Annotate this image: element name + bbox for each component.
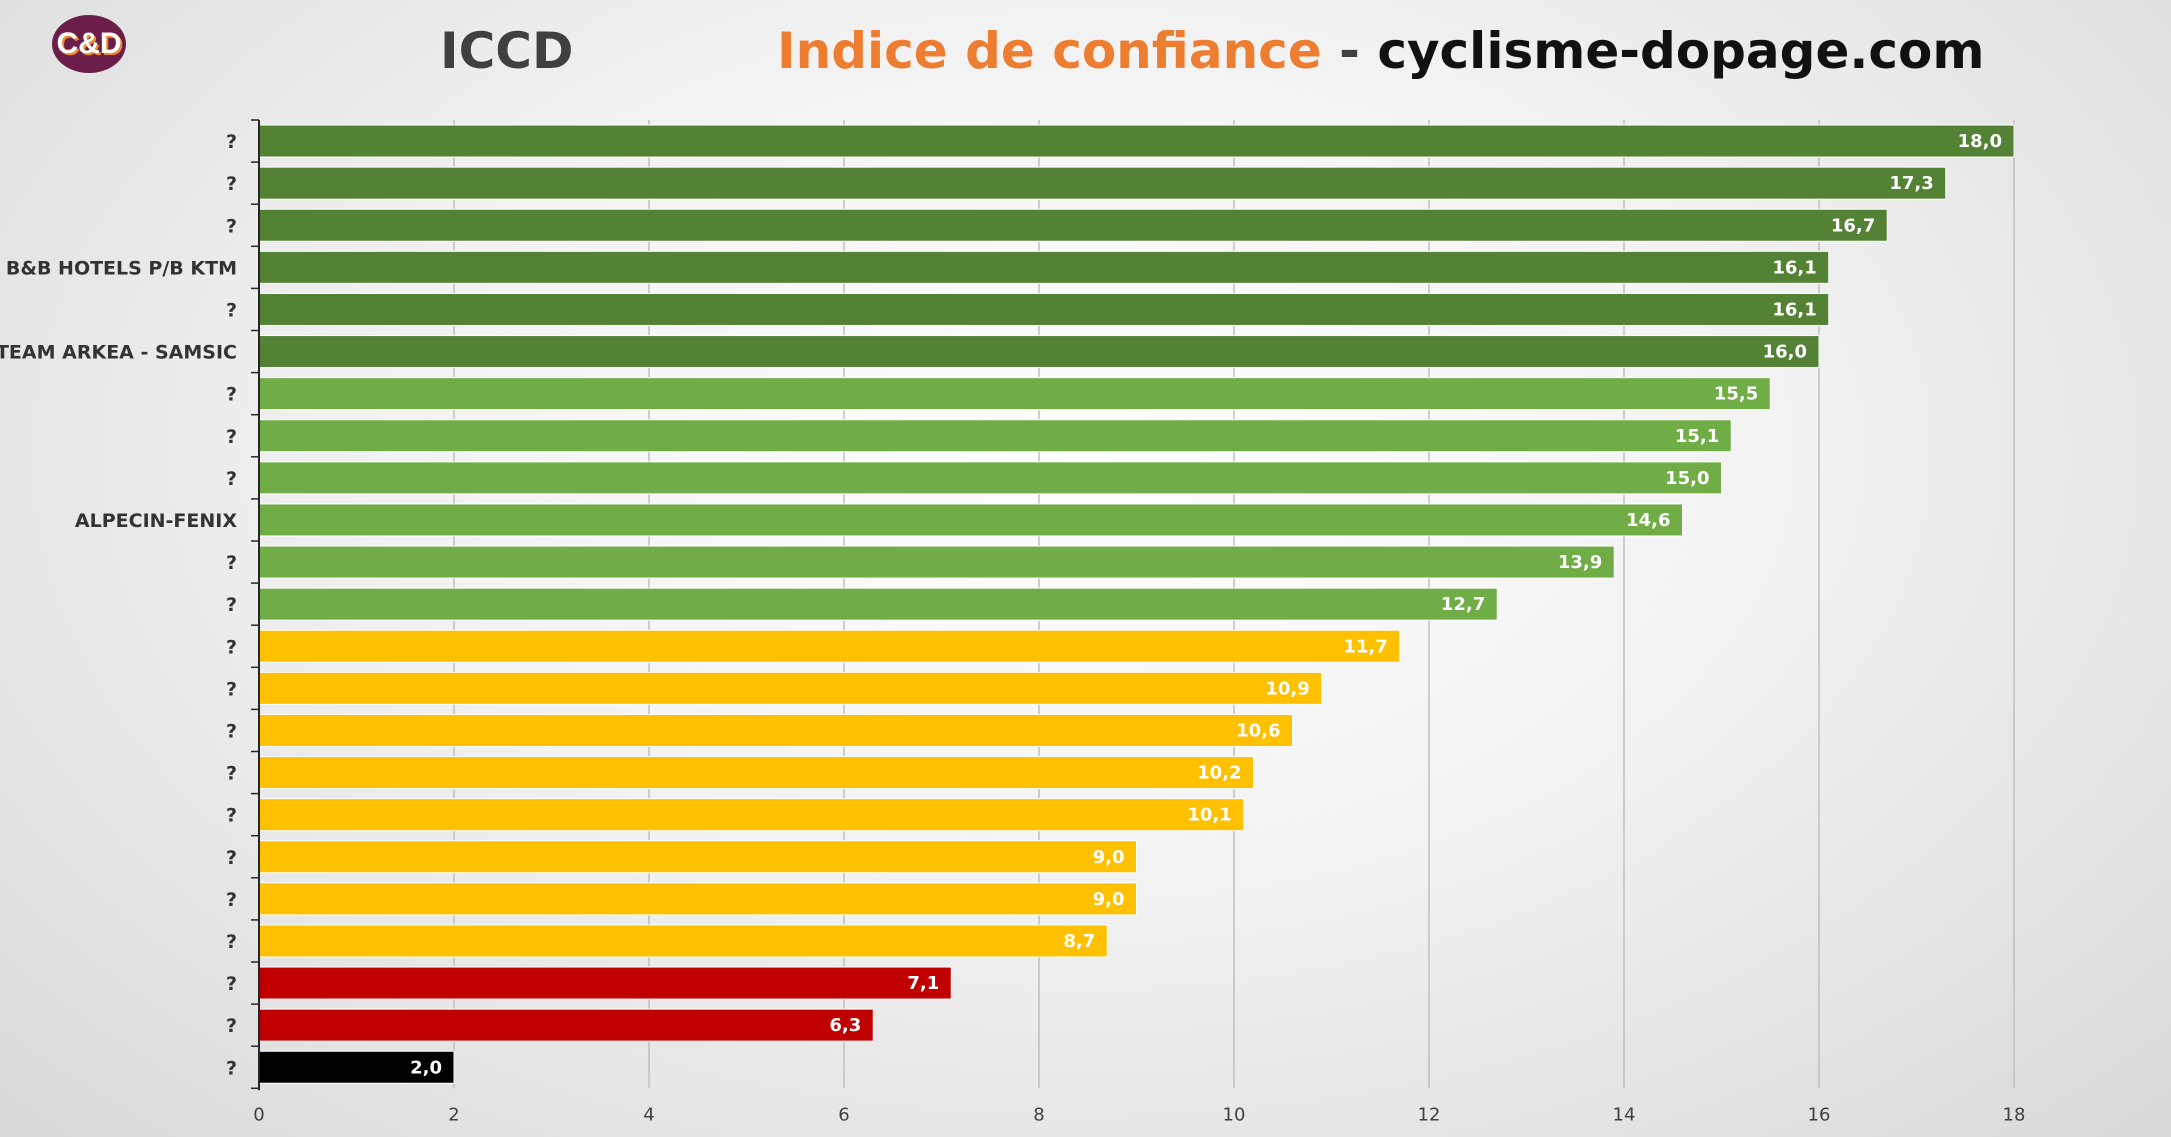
bar [258,250,1830,284]
chart-title-iccd: ICCD [440,22,574,80]
category-label: ? [226,720,237,742]
bar [258,924,1108,958]
data-label: 10,9 [1265,678,1309,699]
x-tick-label: 14 [1613,1104,1636,1125]
cd-logo: C&D [52,15,126,73]
category-label: ? [226,973,237,995]
data-label: 6,3 [829,1015,861,1036]
data-label: 11,7 [1343,636,1387,657]
title-separator: - [1321,22,1378,80]
x-tick-label: 2 [448,1104,459,1125]
bar [258,1008,874,1042]
bar [258,292,1830,326]
bar [258,671,1323,705]
data-label: 9,0 [1093,889,1125,910]
data-label: 16,1 [1772,299,1816,320]
bar [258,798,1245,832]
data-label: 2,0 [410,1057,442,1078]
data-label: 10,2 [1197,763,1241,784]
data-label: 14,6 [1626,510,1670,531]
bar [258,166,1947,200]
data-label: 16,7 [1831,215,1875,236]
category-label: ? [226,299,237,321]
data-label: 8,7 [1063,931,1095,952]
logo-text: C&D [56,27,122,60]
category-label: ? [226,847,237,869]
category-label: ? [226,1057,237,1079]
bar [258,966,952,1000]
category-label: ? [226,1015,237,1037]
category-label: ? [226,384,237,406]
category-label: ? [226,931,237,953]
bar [258,124,2015,158]
data-label: 13,9 [1558,552,1602,573]
data-label: 16,1 [1772,257,1816,278]
bar [258,756,1254,790]
x-tick-label: 0 [253,1104,264,1125]
title-accent: Indice de confiance [777,22,1322,80]
x-tick-label: 8 [1033,1104,1044,1125]
data-label: 15,5 [1714,384,1758,405]
data-label: 18,0 [1958,131,2002,152]
category-label: TEAM ARKEA - SAMSIC [0,342,237,364]
category-label: ? [226,805,237,827]
title-site: cyclisme-dopage.com [1377,22,1985,80]
bar [258,335,1820,369]
category-label: ? [226,636,237,658]
data-label: 9,0 [1093,847,1125,868]
category-label: ? [226,594,237,616]
category-label: ? [226,678,237,700]
data-label: 15,0 [1665,468,1709,489]
x-tick-label: 18 [2003,1104,2026,1125]
bar [258,587,1498,621]
data-label: 15,1 [1675,426,1719,447]
category-label: ? [226,426,237,448]
category-label: ? [226,215,237,237]
x-tick-label: 6 [838,1104,849,1125]
bar [258,377,1771,411]
bar [258,419,1732,453]
x-tick-label: 12 [1418,1104,1441,1125]
bar [258,208,1888,242]
bar [258,882,1137,916]
bar [258,713,1293,747]
category-label: ? [226,889,237,911]
data-label: 10,1 [1187,805,1231,826]
category-label: ALPECIN-FENIX [75,510,237,532]
data-label: 12,7 [1441,594,1485,615]
category-label: ? [226,552,237,574]
data-label: 16,0 [1763,342,1807,363]
bar [258,629,1401,663]
category-label: ? [226,468,237,490]
x-tick-label: 10 [1223,1104,1246,1125]
data-label: 17,3 [1889,173,1933,194]
bar [258,545,1615,579]
x-tick-label: 16 [1808,1104,1831,1125]
chart-title: Indice de confiance - cyclisme-dopage.co… [777,22,1984,80]
data-label: 10,6 [1236,720,1280,741]
category-label: B&B HOTELS P/B KTM [6,257,237,279]
data-label: 7,1 [907,973,939,994]
bar [258,461,1722,495]
category-label: ? [226,763,237,785]
category-label: ? [226,173,237,195]
x-tick-label: 4 [643,1104,654,1125]
bar [258,840,1137,874]
category-label: ? [226,131,237,153]
bar [258,503,1683,537]
